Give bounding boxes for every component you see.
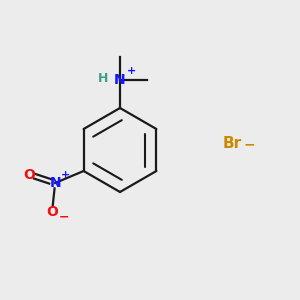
Text: N: N: [49, 176, 61, 190]
Text: +: +: [127, 65, 136, 76]
Text: +: +: [61, 169, 70, 180]
Text: N: N: [114, 73, 126, 86]
Text: −: −: [243, 137, 255, 151]
Text: −: −: [59, 210, 69, 224]
Text: Br: Br: [223, 136, 242, 152]
Text: O: O: [24, 168, 36, 182]
Text: O: O: [46, 205, 58, 218]
Text: H: H: [98, 71, 109, 85]
